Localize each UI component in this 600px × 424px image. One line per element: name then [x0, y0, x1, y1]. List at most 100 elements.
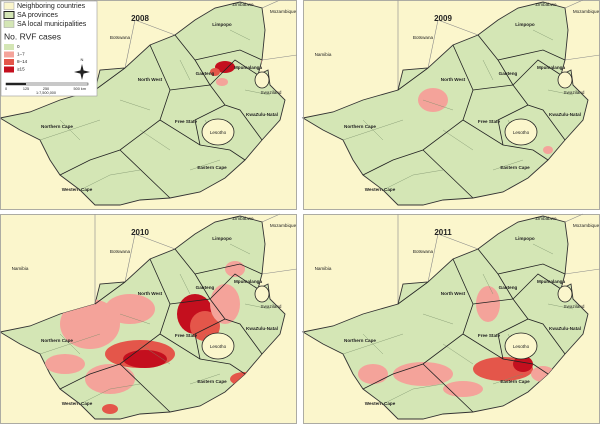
- province-label: North West: [138, 77, 163, 82]
- province-line: [119, 363, 171, 413]
- lesotho: [201, 332, 235, 360]
- province-label: Northern Cape: [41, 338, 73, 343]
- case-area: [476, 286, 500, 322]
- province-label: Free State: [478, 333, 501, 338]
- legend-label: 8–14: [17, 59, 28, 64]
- province-line: [512, 84, 566, 141]
- province-label: Gauteng: [499, 71, 518, 76]
- municipality-line: [59, 119, 81, 141]
- province-label: Western Cape: [62, 401, 93, 406]
- province-label: Mpumalanga: [234, 65, 263, 70]
- country-label: Botswana: [110, 249, 131, 254]
- legend-swatch: [3, 11, 15, 19]
- legend-label: SA local municipalities: [17, 21, 87, 28]
- case-area: [210, 284, 240, 324]
- case-area: [215, 61, 235, 73]
- legend-label: ≥15: [17, 67, 25, 72]
- map-panel: Namibia Botswana Zimbabwe Mozambique Swazila…: [301, 213, 600, 424]
- country-label: Swaziland: [261, 304, 282, 309]
- province-label: Eastern Cape: [500, 165, 530, 170]
- municipality-line: [139, 343, 171, 365]
- municipality-line: [547, 89, 574, 96]
- province-line: [497, 318, 529, 360]
- municipality-line: [244, 89, 271, 96]
- province-label: Mpumalanga: [234, 279, 263, 284]
- province-label: Limpopo: [212, 236, 232, 241]
- border: [124, 0, 298, 69]
- province-line: [194, 318, 226, 360]
- province-line: [194, 49, 263, 61]
- province-line: [472, 59, 562, 91]
- border: [427, 0, 600, 69]
- province-label: Mpumalanga: [537, 279, 566, 284]
- scale-ratio: 1:7,500,000: [36, 91, 56, 95]
- south-africa: [0, 1, 286, 206]
- municipality-line: [442, 129, 474, 151]
- scale-label: 125: [23, 87, 29, 91]
- province-line: [169, 273, 259, 305]
- province-label: KwaZulu-Natal: [549, 112, 581, 117]
- province-label: Western Cape: [365, 401, 396, 406]
- scale-label: 0: [5, 87, 7, 91]
- swaziland: [557, 285, 573, 303]
- municipality-line: [382, 383, 444, 405]
- panel-year: 2009: [434, 14, 452, 23]
- legend-bg: [0, 0, 98, 97]
- province-line: [209, 84, 263, 141]
- province-line: [397, 281, 429, 305]
- province-label: KwaZulu-Natal: [246, 326, 278, 331]
- country-label: Lesotho: [513, 344, 530, 349]
- municipality-line: [119, 313, 151, 325]
- case-area: [225, 261, 245, 277]
- map-panel: Namibia Botswana Zimbabwe Mozambique Swazila…: [301, 0, 600, 210]
- case-area: [513, 356, 533, 372]
- province-label: Northern Cape: [344, 124, 376, 129]
- province-line: [362, 258, 474, 390]
- province-label: Gauteng: [196, 285, 215, 290]
- province-line: [422, 149, 474, 199]
- country-label: Mozambique: [573, 9, 600, 14]
- province-line: [497, 49, 566, 61]
- legend-label: 1–7: [17, 52, 25, 57]
- case-area: [105, 294, 155, 324]
- border: [124, 213, 298, 283]
- province-label: Limpopo: [515, 22, 535, 27]
- country-label: Zimbabwe: [232, 216, 254, 221]
- scale-label: 250: [43, 87, 49, 91]
- country-label: Botswana: [413, 35, 434, 40]
- country-label: Zimbabwe: [232, 2, 254, 7]
- province-line: [397, 67, 429, 91]
- province-label: KwaZulu-Natal: [549, 326, 581, 331]
- province-line: [472, 273, 562, 305]
- map-panel: Botswana Zimbabwe Mozambique Swaziland Lesot…: [0, 0, 298, 210]
- case-areas: [358, 286, 555, 397]
- case-area: [45, 354, 85, 374]
- province-line: [194, 263, 263, 275]
- province-label: North West: [441, 77, 466, 82]
- municipality-line: [482, 273, 494, 295]
- country-label: Lesotho: [210, 130, 227, 135]
- province-line: [94, 67, 126, 91]
- province-label: Mpumalanga: [537, 65, 566, 70]
- province-line: [169, 59, 259, 91]
- province-label: Limpopo: [515, 236, 535, 241]
- province-label: Limpopo: [212, 22, 232, 27]
- legend-swatch: [4, 44, 14, 50]
- panel-year: 2008: [131, 14, 149, 23]
- swaziland: [254, 285, 270, 303]
- lesotho: [504, 118, 538, 146]
- case-area: [60, 299, 120, 349]
- legend-swatch: [3, 2, 15, 10]
- case-area: [123, 350, 167, 368]
- legend-title: No. RVF cases: [4, 31, 61, 41]
- legend-swatch: [3, 20, 15, 28]
- province-label: Western Cape: [365, 187, 396, 192]
- province-line: [119, 149, 171, 199]
- case-area: [418, 88, 448, 112]
- province-line: [497, 263, 566, 275]
- scale-label: 500 km: [74, 87, 86, 91]
- municipality-line: [79, 383, 141, 405]
- country-label: Swaziland: [261, 90, 282, 95]
- legend-swatch: [4, 51, 14, 58]
- case-area: [85, 364, 135, 394]
